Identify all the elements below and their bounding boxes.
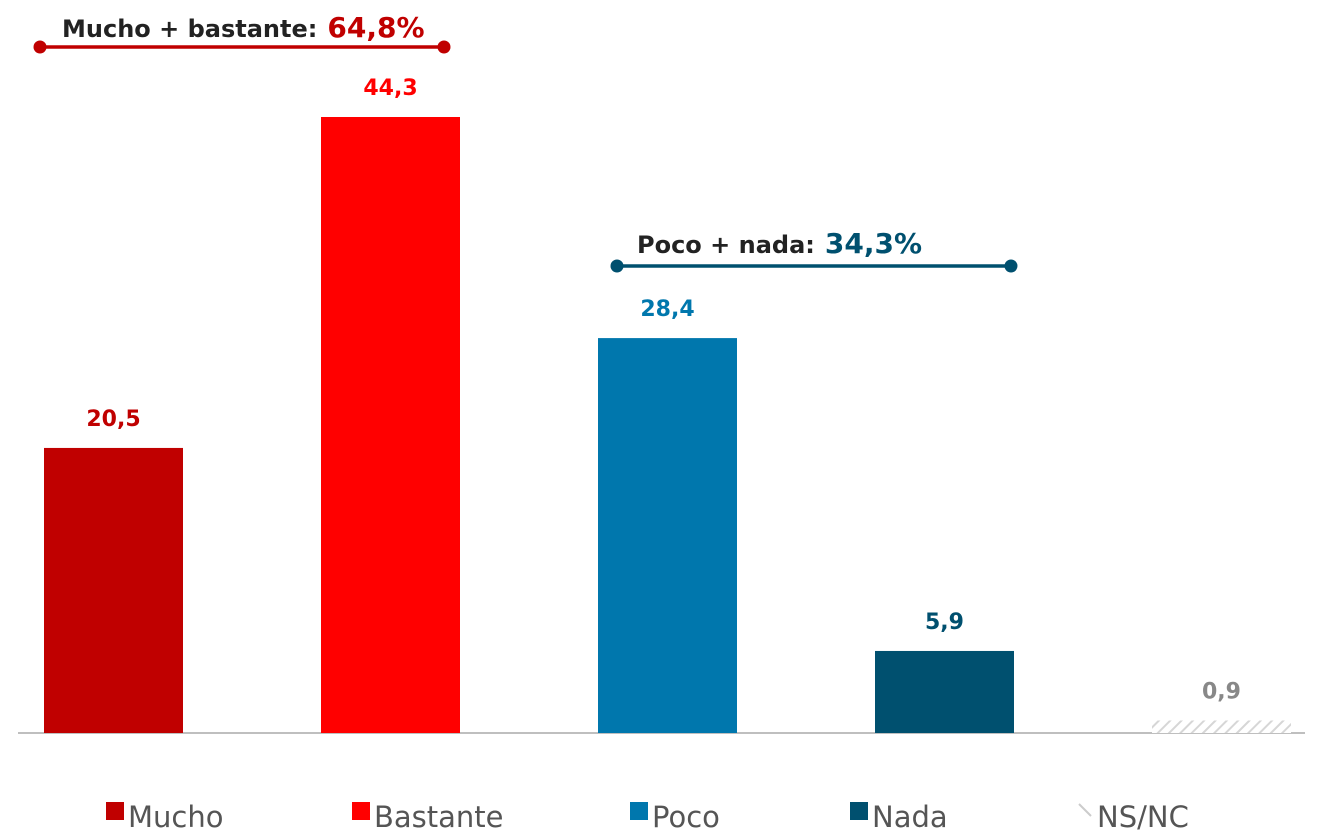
group-total: 34,3% bbox=[825, 227, 922, 260]
group-bracket-2: Poco + nada: 34,3% bbox=[610, 227, 1018, 273]
group-bracket-start-dot bbox=[33, 40, 47, 54]
legend-item-bastante: Bastante bbox=[352, 800, 504, 834]
data-label-bastante: 44,3 bbox=[363, 76, 417, 101]
legend-swatch bbox=[1075, 802, 1093, 820]
legend-item-nsnc: NS/NC bbox=[1075, 800, 1189, 834]
legend-swatch bbox=[352, 802, 370, 820]
legend-swatch bbox=[850, 802, 868, 820]
legend-label: Mucho bbox=[128, 800, 223, 834]
group-label: Poco + nada: bbox=[637, 231, 815, 259]
group-label-text: Poco + nada: 34,3% bbox=[637, 227, 922, 260]
legend-swatch bbox=[106, 802, 124, 820]
group-bracket-start-dot bbox=[610, 259, 624, 273]
group-bracket-end-dot bbox=[1004, 259, 1018, 273]
legend-label: NS/NC bbox=[1097, 800, 1189, 834]
legend-label: Bastante bbox=[374, 800, 504, 834]
data-label-poco: 28,4 bbox=[640, 297, 694, 322]
bar-bastante bbox=[321, 117, 460, 733]
legend-item-nada: Nada bbox=[850, 800, 948, 834]
legend-label: Poco bbox=[652, 800, 720, 834]
data-label-mucho: 20,5 bbox=[86, 407, 140, 432]
bar-nada bbox=[875, 650, 1014, 733]
legend-swatch-hatch bbox=[1078, 803, 1092, 817]
group-label-text: Mucho + bastante: 64,8% bbox=[62, 11, 425, 44]
bar-nsnc bbox=[1152, 720, 1291, 733]
legend-item-poco: Poco bbox=[630, 800, 720, 834]
group-bracket-1: Mucho + bastante: 64,8% bbox=[33, 11, 451, 54]
data-label-nsnc: 0,9 bbox=[1202, 679, 1241, 704]
legend-swatch bbox=[630, 802, 648, 820]
bar-poco bbox=[598, 338, 737, 733]
group-total: 64,8% bbox=[327, 11, 424, 44]
legend-item-mucho: Mucho bbox=[106, 800, 223, 834]
legend-label: Nada bbox=[872, 800, 948, 834]
group-label: Mucho + bastante: bbox=[62, 15, 317, 43]
group-bracket-end-dot bbox=[437, 40, 451, 54]
data-label-nada: 5,9 bbox=[925, 610, 964, 635]
bar-mucho bbox=[44, 447, 183, 733]
